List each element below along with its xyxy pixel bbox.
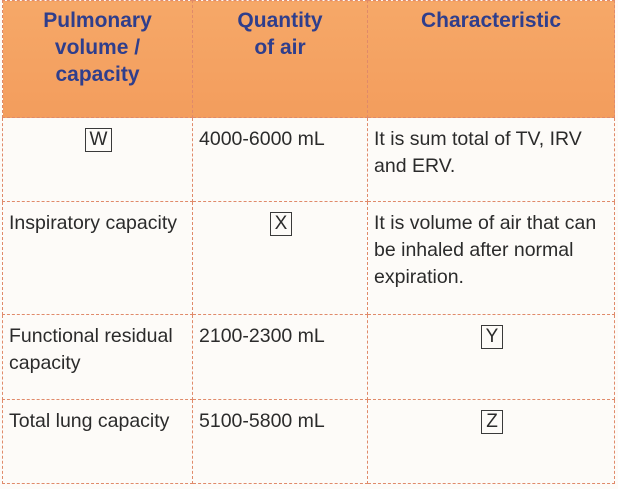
- table-row: Functional residual capacity 2100-2300 m…: [2, 314, 615, 400]
- header-line: Quantity: [237, 9, 323, 32]
- header-volume-capacity: Pulmonary volume / capacity: [2, 0, 193, 118]
- header-line: volume /: [54, 36, 141, 59]
- header-characteristic: Characteristic: [367, 0, 615, 118]
- cell-quantity: X: [192, 201, 368, 316]
- header-line: Pulmonary: [43, 9, 152, 32]
- cell-quantity: 4000-6000 mL: [192, 116, 368, 203]
- header-line: of air: [254, 36, 306, 59]
- header-line: Characteristic: [420, 9, 562, 32]
- cell-quantity: 5100-5800 mL: [192, 398, 368, 485]
- cell-quantity: 2100-2300 mL: [192, 314, 368, 400]
- table-row: W 4000-6000 mL It is sum total of TV, IR…: [2, 116, 615, 203]
- blank-box-x: X: [269, 212, 293, 237]
- cell-characteristic: It is volume of air that can be inhaled …: [367, 201, 615, 316]
- table-row: Inspiratory capacity X It is volume of a…: [2, 201, 615, 316]
- cell-volume: W: [2, 116, 193, 203]
- table-row: Total lung capacity 5100-5800 mL Z: [2, 398, 615, 485]
- cell-characteristic: Y: [367, 314, 615, 400]
- blank-box-z: Z: [481, 409, 503, 434]
- blank-box-w: W: [84, 128, 113, 152]
- cell-volume: Total lung capacity: [2, 398, 193, 485]
- blank-box-y: Y: [480, 325, 504, 350]
- cell-volume: Inspiratory capacity: [2, 201, 193, 316]
- table-header-row: Pulmonary volume / capacity Quantity of …: [2, 0, 615, 118]
- cell-volume: Functional residual capacity: [2, 314, 193, 400]
- header-quantity-of-air: Quantity of air: [192, 0, 368, 118]
- cell-characteristic: Z: [367, 398, 615, 485]
- cell-characteristic: It is sum total of TV, IRV and ERV.: [367, 116, 615, 203]
- header-line: capacity: [55, 63, 140, 86]
